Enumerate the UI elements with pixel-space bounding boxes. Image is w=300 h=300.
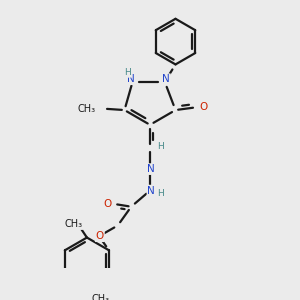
Text: H: H (124, 68, 130, 77)
Text: N: N (147, 164, 155, 174)
Text: N: N (148, 186, 155, 196)
Text: CH₃: CH₃ (64, 219, 82, 229)
Text: O: O (103, 199, 111, 209)
Text: O: O (199, 102, 207, 112)
Text: CH₃: CH₃ (78, 104, 96, 114)
Text: O: O (96, 231, 104, 241)
Text: H: H (157, 189, 164, 198)
Text: CH₃: CH₃ (91, 294, 110, 300)
Text: N: N (162, 74, 170, 84)
Text: H: H (157, 142, 164, 151)
Text: N: N (127, 74, 135, 84)
